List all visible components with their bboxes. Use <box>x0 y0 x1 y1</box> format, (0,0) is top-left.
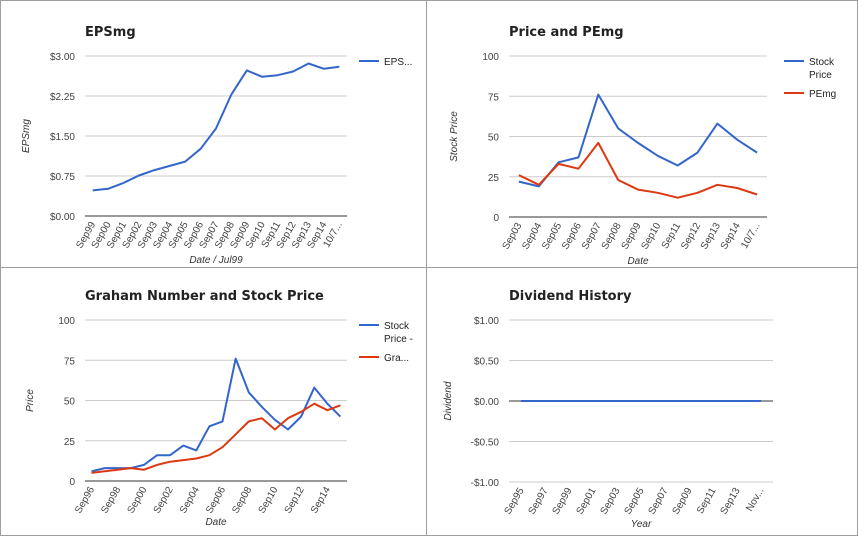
price-pe-chart: Price and PEmg0255075100Sep03Sep04Sep05S… <box>449 25 836 267</box>
price_pe-x-tick-label: Sep10 <box>639 221 663 252</box>
dividend-y-tick-label: -$1.00 <box>471 478 500 489</box>
eps-legend-label: EPS... <box>384 57 412 68</box>
graham-y-tick-label: 50 <box>64 397 76 408</box>
graham-x-tick-label: Sep06 <box>204 485 228 516</box>
dividend-x-tick-label: Sep11 <box>695 486 719 516</box>
graham-x-tick-label: Sep02 <box>152 485 176 516</box>
dividend-title: Dividend History <box>509 289 632 304</box>
dividend-y-tick-label: $1.00 <box>474 316 499 327</box>
graham-series-gra-line <box>91 402 341 474</box>
eps-y-tick-label: $0.75 <box>50 172 75 183</box>
graham-y-tick-label: 75 <box>64 356 76 367</box>
dividend-x-tick-label: Sep07 <box>647 486 671 517</box>
dividend-y-tick-label: $0.50 <box>474 357 499 368</box>
price_pe-x-tick-label: Sep14 <box>719 221 743 252</box>
graham-x-tick-label: Sep98 <box>99 485 123 516</box>
price_pe-y-axis-label: Stock Price <box>449 111 460 162</box>
graham-x-tick-label: Sep14 <box>309 485 333 516</box>
graham-y-tick-label: 100 <box>58 316 75 327</box>
graham-chart-panel: Graham Number and Stock Price 0 25 50 75 100 S… <box>0 267 427 536</box>
price_pe-y-tick-label: 0 <box>493 213 499 224</box>
graham-x-axis-label: Date <box>205 517 227 528</box>
price_pe-y-tick-label: 25 <box>488 173 500 184</box>
dividend-x-tick-label: Sep01 <box>575 486 599 517</box>
eps-y-tick-label: $3.00 <box>50 52 75 63</box>
price_pe-series-stock-price-line <box>518 93 758 188</box>
dividend-chart: Dividend History -$1.00 -$0.50 $0.00 $0.50 $1… <box>443 289 773 530</box>
price-pe-chart-panel: Price and PEmg 0 25 50 75 100 Sep03 Sep04 Sep05 S… <box>426 0 858 268</box>
eps-chart-panel: EPSmg $0.00 $0.75 $1.50 $2.25 $3.00 Sep99 Sep00… <box>0 0 427 268</box>
graham-legend-label: Stock Price - <box>384 321 413 345</box>
graham-x-tick-label: Sep00 <box>126 485 150 516</box>
dividend-x-tick-label: Sep97 <box>527 486 551 517</box>
dividend-x-tick-label: Sep03 <box>599 486 623 517</box>
eps-chart: EPSmg$0.00$0.75$1.50$2.25$3.00Sep99Sep00… <box>21 25 412 266</box>
price_pe-title: Price and PEmg <box>509 25 624 40</box>
price_pe-legend-label: Stock Price <box>809 57 835 81</box>
dividend-chart-panel: Dividend History -$1.00 -$0.50 $0.00 $0.50 $1… <box>426 267 858 536</box>
price_pe-legend-label: PEmg <box>809 89 836 100</box>
price_pe-y-tick-label: 50 <box>488 133 500 144</box>
dividend-x-tick-label: Sep09 <box>671 486 695 517</box>
graham-x-tick-label: Sep04 <box>178 485 202 516</box>
graham-x-tick-label: Sep08 <box>230 485 254 516</box>
price_pe-x-tick-label: 10/7... <box>739 221 762 251</box>
dividend-x-tick-label: Sep05 <box>623 486 647 517</box>
graham-title: Graham Number and Stock Price <box>85 289 324 304</box>
price_pe-x-axis-label: Date <box>627 256 649 267</box>
price_pe-y-tick-label: 100 <box>482 52 499 63</box>
price_pe-y-tick-label: 75 <box>488 92 500 103</box>
graham-y-tick-label: 0 <box>69 477 75 488</box>
eps-y-tick-label: $2.25 <box>50 92 75 103</box>
price_pe-series-pemg-line <box>518 141 758 199</box>
graham-x-tick-label: Sep96 <box>73 485 97 516</box>
dividend-x-tick-label: Nov... <box>744 486 766 513</box>
eps-y-tick-label: $1.50 <box>50 132 75 143</box>
dividend-y-axis-label: Dividend <box>443 381 454 420</box>
dividend-y-tick-label: $0.00 <box>474 397 499 408</box>
graham-chart: Graham Number and Stock Price 0 25 50 75 100 S… <box>25 289 413 528</box>
eps-title: EPSmg <box>85 25 136 40</box>
graham-y-axis-label: Price <box>25 389 36 412</box>
dividend-y-tick-label: -$0.50 <box>471 438 500 449</box>
dividend-x-tick-label: Sep95 <box>503 486 527 517</box>
graham-y-tick-label: 25 <box>64 437 76 448</box>
graham-x-tick-label: Sep12 <box>283 485 307 516</box>
dividend-x-axis-label: Year <box>631 519 652 530</box>
graham-legend-label: Gra... <box>384 353 409 364</box>
graham-x-tick-label: Sep10 <box>257 485 281 516</box>
eps-y-axis-label: EPSmg <box>21 119 32 153</box>
eps-series-eps-line <box>92 62 340 192</box>
dividend-x-tick-label: Sep13 <box>719 486 743 517</box>
eps-x-axis-label: Date / Jul99 <box>189 255 243 266</box>
graham-series-stock-price-line <box>91 357 342 473</box>
dividend-x-tick-label: Sep99 <box>551 486 575 517</box>
eps-y-tick-label: $0.00 <box>50 212 75 223</box>
